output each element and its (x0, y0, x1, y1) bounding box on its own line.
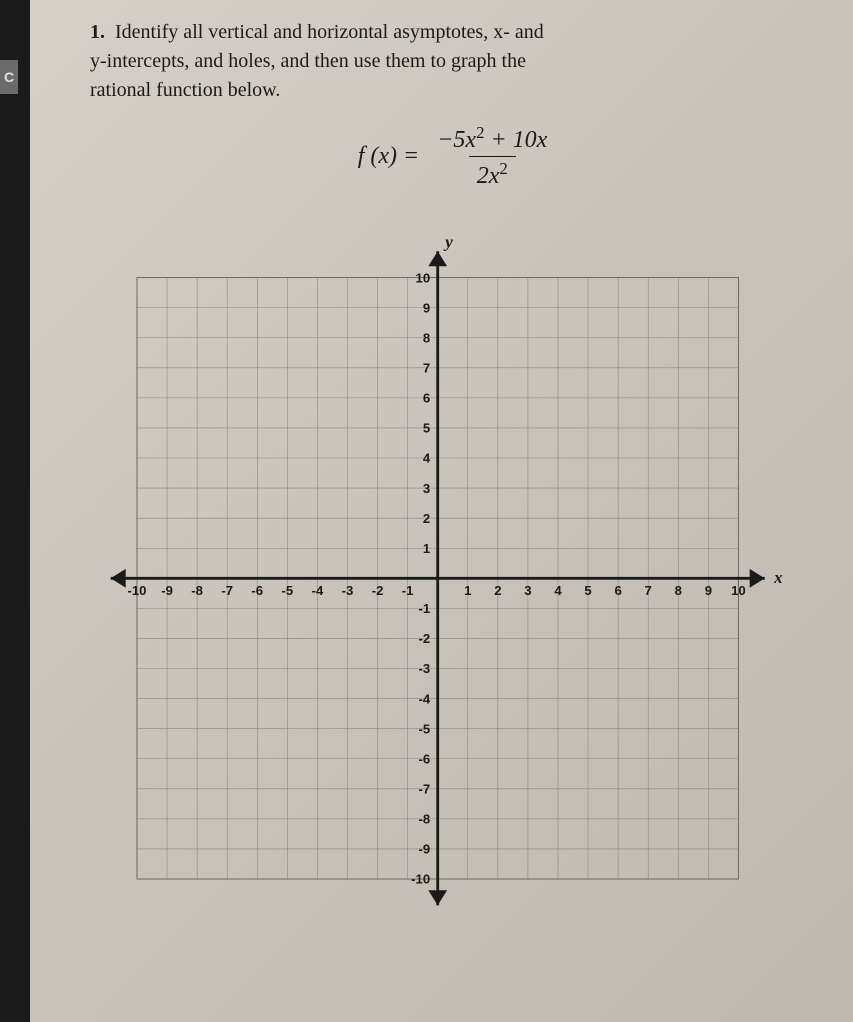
coordinate-grid: x y -10 -9 -8 -7 -6 -5 -4 -3 -2 -1 1 2 3 4 5 6 7 8 9 10 1 -1 2 -2… (90, 218, 823, 948)
svg-text:-10: -10 (411, 872, 430, 887)
svg-text:-2: -2 (372, 583, 384, 598)
svg-text:5: 5 (584, 583, 591, 598)
svg-text:4: 4 (554, 583, 562, 598)
svg-text:1: 1 (423, 541, 430, 556)
svg-text:-7: -7 (418, 782, 430, 797)
svg-text:3: 3 (423, 481, 430, 496)
problem-line-3: rational function below. (90, 79, 280, 101)
svg-text:4: 4 (423, 451, 431, 466)
svg-text:-5: -5 (282, 583, 294, 598)
svg-text:6: 6 (423, 391, 430, 406)
svg-text:-10: -10 (127, 583, 146, 598)
svg-text:-1: -1 (402, 583, 414, 598)
side-tab: C (0, 60, 18, 94)
svg-text:-3: -3 (418, 661, 430, 676)
svg-text:-1: -1 (418, 601, 430, 616)
svg-text:-8: -8 (418, 812, 430, 827)
svg-text:-9: -9 (418, 842, 430, 857)
svg-text:y: y (443, 233, 453, 252)
svg-text:-8: -8 (191, 583, 203, 598)
svg-text:-4: -4 (418, 691, 430, 706)
problem-line-1: Identify all vertical and horizontal asy… (115, 21, 544, 43)
svg-text:-7: -7 (221, 583, 233, 598)
formula-denominator: 2x2 (469, 156, 516, 190)
problem-line-2: y-intercepts, and holes, and then use th… (90, 50, 526, 72)
svg-text:5: 5 (423, 421, 430, 436)
svg-text:3: 3 (524, 583, 531, 598)
svg-text:-4: -4 (312, 583, 324, 598)
svg-text:8: 8 (423, 330, 430, 345)
svg-text:-6: -6 (418, 751, 430, 766)
svg-text:7: 7 (423, 360, 430, 375)
svg-text:6: 6 (614, 583, 621, 598)
problem-text: 1. Identify all vertical and horizontal a… (90, 18, 823, 105)
problem-number: 1. (90, 21, 105, 43)
svg-text:-5: -5 (418, 721, 430, 736)
formula-fraction: −5x2 + 10x 2x2 (429, 123, 555, 190)
svg-text:x: x (773, 568, 783, 587)
svg-text:-6: -6 (251, 583, 263, 598)
dark-edge (0, 0, 30, 1022)
svg-text:10: 10 (731, 583, 746, 598)
svg-text:2: 2 (494, 583, 501, 598)
svg-text:-2: -2 (418, 631, 430, 646)
svg-text:9: 9 (705, 583, 712, 598)
chart-container: x y -10 -9 -8 -7 -6 -5 -4 -3 -2 -1 1 2 3 4 5 6 7 8 9 10 1 -1 2 -2… (90, 218, 823, 948)
tab-label: C (4, 69, 14, 85)
svg-text:8: 8 (675, 583, 682, 598)
svg-text:10: 10 (416, 270, 431, 285)
formula-numerator: −5x2 + 10x (429, 123, 555, 156)
page: 1. Identify all vertical and horizontal a… (30, 0, 853, 1022)
svg-text:2: 2 (423, 511, 430, 526)
svg-text:1: 1 (464, 583, 471, 598)
formula-lhs: f (x) = (358, 143, 420, 170)
svg-text:7: 7 (645, 583, 652, 598)
svg-text:-3: -3 (342, 583, 354, 598)
svg-text:9: 9 (423, 300, 430, 315)
svg-text:-9: -9 (161, 583, 173, 598)
formula: f (x) = −5x2 + 10x 2x2 (90, 123, 823, 190)
